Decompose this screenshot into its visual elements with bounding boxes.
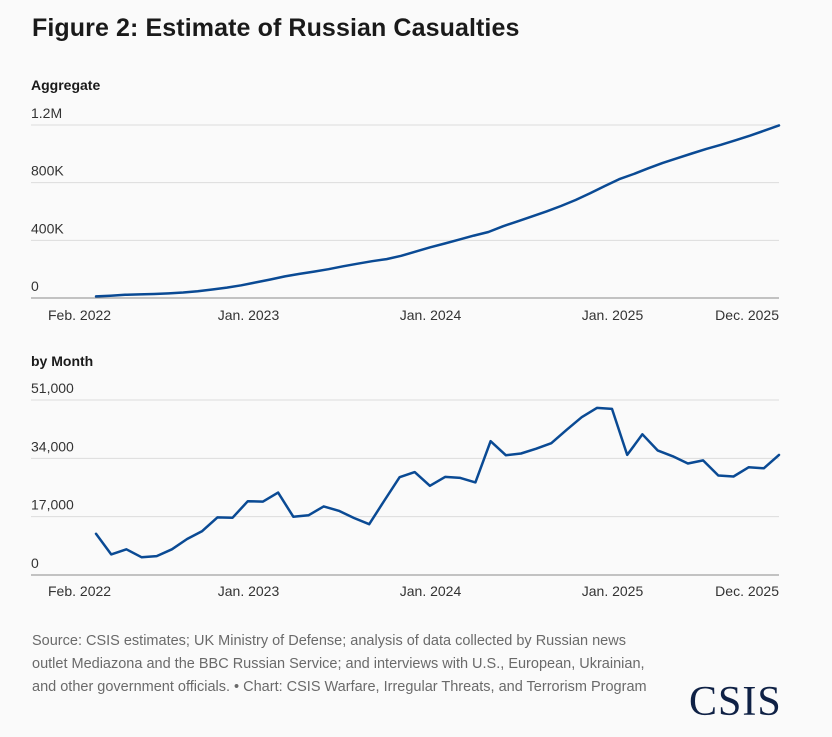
aggregate-y-tick-label: 0 bbox=[31, 278, 39, 294]
csis-logo: CSIS bbox=[689, 679, 782, 725]
aggregate-series-line bbox=[94, 124, 781, 298]
monthly-x-tick-label: Jan. 2024 bbox=[400, 583, 462, 599]
charts-canvas: Aggregate 0 400K 800K 1.2M Feb. 2022 Jan. 202… bbox=[31, 77, 781, 599]
monthly-x-tick-label: Jan. 2025 bbox=[582, 583, 644, 599]
monthly-x-tick-label: Feb. 2022 bbox=[48, 583, 111, 599]
monthly-y-tick-label: 34,000 bbox=[31, 438, 74, 454]
aggregate-x-tick-label: Dec. 2025 bbox=[715, 307, 779, 323]
aggregate-x-tick-label: Feb. 2022 bbox=[48, 307, 111, 323]
monthly-y-tick-label: 0 bbox=[31, 555, 39, 571]
monthly-chart: by Month 0 17,000 34,000 51,000 Feb. 2022 Jan… bbox=[31, 353, 781, 599]
aggregate-chart: Aggregate 0 400K 800K 1.2M Feb. 2022 Jan. 202… bbox=[31, 77, 781, 323]
aggregate-y-tick-label: 400K bbox=[31, 220, 64, 236]
monthly-series-line bbox=[94, 406, 781, 559]
aggregate-y-tick-label: 1.2M bbox=[31, 105, 62, 121]
aggregate-x-tick-label: Jan. 2025 bbox=[582, 307, 644, 323]
monthly-x-tick-label: Dec. 2025 bbox=[715, 583, 779, 599]
aggregate-y-tick-label: 800K bbox=[31, 163, 64, 179]
source-note: Source: CSIS estimates; UK Ministry of D… bbox=[32, 633, 647, 695]
aggregate-x-tick-label: Jan. 2023 bbox=[218, 307, 280, 323]
monthly-x-tick-label: Jan. 2023 bbox=[218, 583, 280, 599]
monthly-y-tick-label: 17,000 bbox=[31, 497, 74, 513]
page-title: Figure 2: Estimate of Russian Casualties bbox=[32, 14, 520, 42]
aggregate-x-tick-label: Jan. 2024 bbox=[400, 307, 462, 323]
aggregate-subtitle: Aggregate bbox=[31, 77, 100, 93]
monthly-y-tick-label: 51,000 bbox=[31, 380, 74, 396]
monthly-subtitle: by Month bbox=[31, 353, 93, 369]
